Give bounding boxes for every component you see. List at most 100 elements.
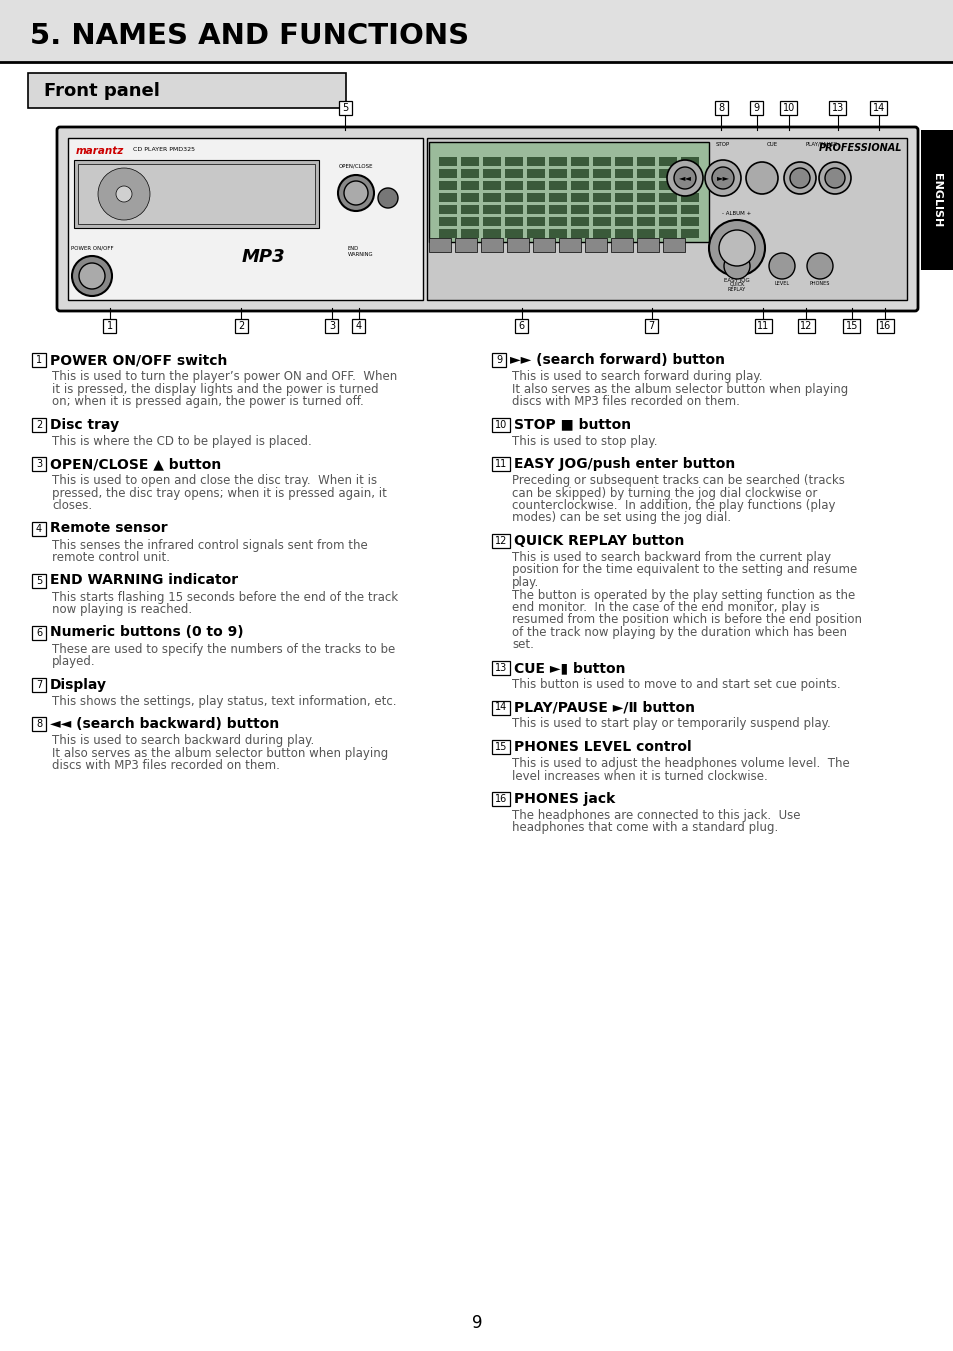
Bar [659, 169, 677, 178]
Text: 5: 5 [342, 103, 348, 113]
Text: QUICK REPLAY button: QUICK REPLAY button [514, 534, 683, 549]
Bar [526, 218, 544, 226]
Bar [659, 181, 677, 190]
Bar [548, 205, 566, 213]
Bar [680, 230, 699, 238]
Text: 11: 11 [495, 459, 507, 469]
Circle shape [818, 162, 850, 195]
Bar [32, 717, 46, 731]
Bar [482, 218, 500, 226]
Text: The button is operated by the play setting function as the: The button is operated by the play setti… [512, 589, 854, 601]
Bar [558, 238, 580, 253]
Bar [74, 159, 318, 228]
Bar [482, 205, 500, 213]
Text: 14: 14 [872, 103, 883, 113]
Text: 4: 4 [355, 322, 361, 331]
Text: of the track now playing by the duration which has been: of the track now playing by the duration… [512, 626, 846, 639]
Text: ◄◄ (search backward) button: ◄◄ (search backward) button [50, 717, 279, 731]
Text: 15: 15 [845, 322, 857, 331]
Circle shape [824, 168, 844, 188]
Bar [659, 205, 677, 213]
Text: now playing is reached.: now playing is reached. [52, 603, 192, 616]
Text: This senses the infrared control signals sent from the: This senses the infrared control signals… [52, 539, 367, 551]
Bar [32, 626, 46, 639]
Circle shape [116, 186, 132, 203]
Bar [797, 319, 814, 332]
Bar [842, 319, 860, 332]
Bar [438, 193, 456, 203]
Bar [32, 457, 46, 471]
Bar [482, 193, 500, 203]
Text: It also serves as the album selector button when playing: It also serves as the album selector but… [52, 747, 388, 759]
Text: Display: Display [50, 677, 107, 692]
Text: play.: play. [512, 576, 538, 589]
Text: 13: 13 [831, 103, 842, 113]
Bar [615, 181, 633, 190]
Bar [780, 101, 797, 115]
Bar [548, 193, 566, 203]
Text: Preceding or subsequent tracks can be searched (tracks: Preceding or subsequent tracks can be se… [512, 474, 844, 486]
Bar [637, 181, 655, 190]
Text: 12: 12 [800, 322, 811, 331]
Bar [460, 169, 478, 178]
Bar [482, 169, 500, 178]
Text: 9: 9 [471, 1315, 482, 1332]
Text: This is used to search backward from the current play: This is used to search backward from the… [512, 551, 830, 563]
Text: This is used to search forward during play.: This is used to search forward during pl… [512, 370, 761, 382]
Circle shape [344, 181, 368, 205]
Circle shape [789, 168, 809, 188]
Text: 12: 12 [495, 536, 507, 546]
Bar [352, 319, 365, 332]
Bar [571, 193, 588, 203]
Text: PHONES jack: PHONES jack [514, 792, 615, 807]
Bar [460, 218, 478, 226]
Bar [325, 319, 338, 332]
Circle shape [723, 253, 749, 280]
Text: 7: 7 [648, 322, 654, 331]
Circle shape [768, 253, 794, 280]
Bar [438, 181, 456, 190]
Bar [869, 101, 886, 115]
Circle shape [71, 255, 112, 296]
Bar [506, 238, 529, 253]
Text: 6: 6 [36, 627, 42, 638]
Bar [920, 130, 953, 270]
Bar [504, 157, 522, 166]
Text: 11: 11 [757, 322, 768, 331]
Text: OPEN/CLOSE ▲ button: OPEN/CLOSE ▲ button [50, 457, 221, 471]
Bar [637, 205, 655, 213]
Bar [610, 238, 633, 253]
Bar [492, 534, 510, 549]
Bar [659, 157, 677, 166]
Bar [637, 193, 655, 203]
Text: 5: 5 [36, 576, 42, 585]
Bar [828, 101, 845, 115]
Bar [32, 574, 46, 588]
Text: modes) can be set using the jog dial.: modes) can be set using the jog dial. [512, 512, 730, 524]
Bar [615, 218, 633, 226]
Bar [504, 193, 522, 203]
Text: This is used to search backward during play.: This is used to search backward during p… [52, 734, 314, 747]
Bar [571, 230, 588, 238]
Bar [504, 181, 522, 190]
Text: These are used to specify the numbers of the tracks to be: These are used to specify the numbers of… [52, 643, 395, 655]
Bar [637, 218, 655, 226]
Bar [533, 238, 555, 253]
Bar [548, 169, 566, 178]
Text: pressed, the disc tray opens; when it is pressed again, it: pressed, the disc tray opens; when it is… [52, 486, 387, 500]
Bar [427, 138, 906, 300]
Text: 15: 15 [495, 742, 507, 753]
Bar [492, 417, 510, 431]
Bar [492, 353, 505, 367]
Bar [504, 205, 522, 213]
Bar [615, 157, 633, 166]
Bar [32, 417, 46, 431]
Bar [548, 181, 566, 190]
Text: QUICK
REPLAY: QUICK REPLAY [727, 281, 745, 292]
Text: EASY JOG: EASY JOG [723, 278, 749, 282]
Bar [680, 181, 699, 190]
Bar [659, 193, 677, 203]
Text: POWER ON/OFF switch: POWER ON/OFF switch [50, 353, 227, 367]
Bar [593, 230, 610, 238]
Bar [548, 157, 566, 166]
